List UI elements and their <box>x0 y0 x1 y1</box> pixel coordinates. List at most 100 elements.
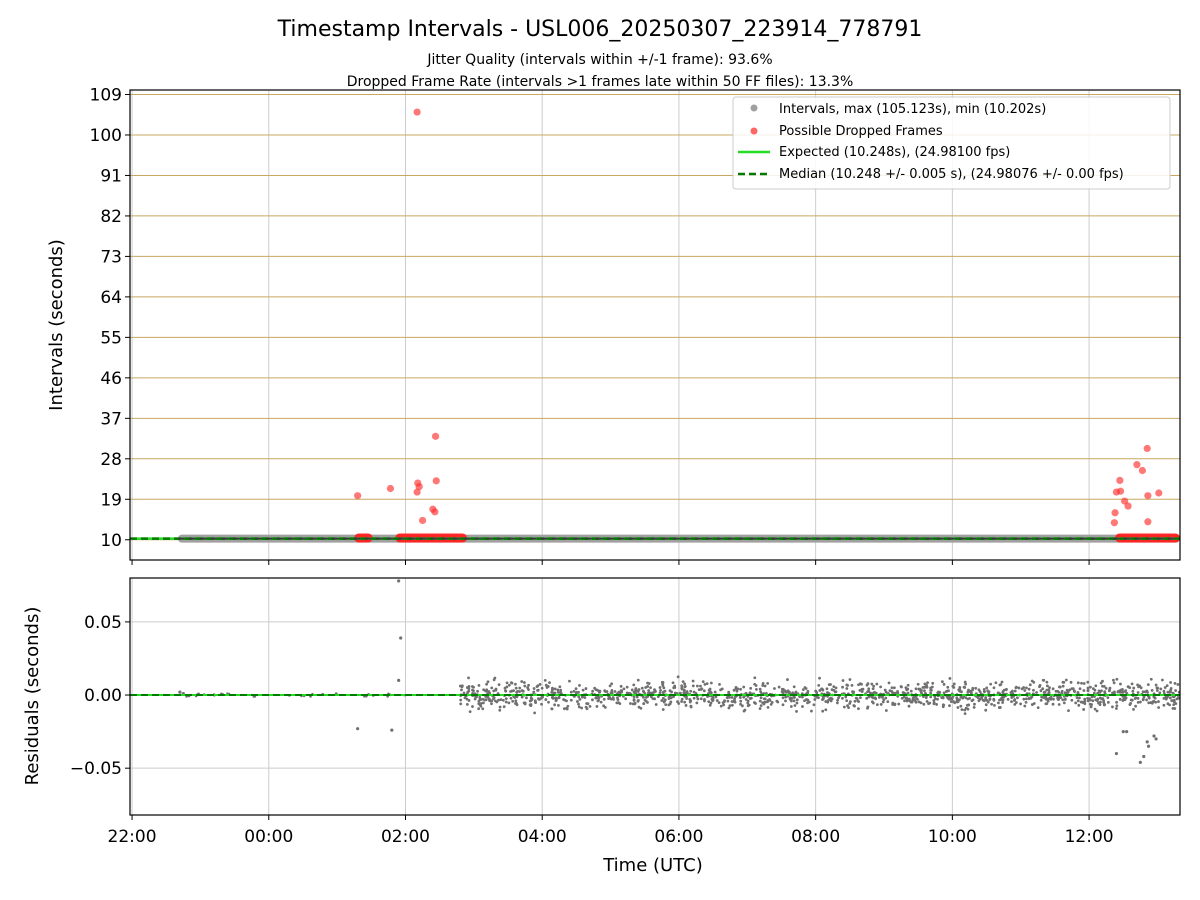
residual-point <box>1051 687 1055 691</box>
residual-point <box>699 697 703 701</box>
residual-point <box>684 704 688 707</box>
residual-point <box>689 705 693 709</box>
residual-point <box>721 701 725 705</box>
residual-point <box>633 702 637 706</box>
residual-point <box>1149 677 1153 681</box>
residual-point <box>891 691 895 695</box>
residual-point <box>1027 687 1031 691</box>
residual-point <box>644 686 648 689</box>
residual-point <box>642 695 645 699</box>
residual-point <box>1074 701 1078 705</box>
residual-point <box>730 703 734 707</box>
dropped-frame-point <box>432 477 440 485</box>
residual-point <box>1079 700 1083 704</box>
residual-point <box>922 685 926 689</box>
residual-point <box>1056 689 1060 693</box>
residual-point <box>636 699 640 703</box>
residual-point <box>1111 705 1114 709</box>
residual-point <box>1043 696 1047 699</box>
residual-point <box>1083 699 1087 703</box>
residual-point <box>801 695 804 699</box>
residual-point <box>973 702 976 706</box>
residual-point <box>680 700 683 703</box>
residual-point <box>538 698 541 701</box>
residual-point <box>963 708 967 712</box>
residual-point <box>683 682 687 686</box>
residual-point <box>1036 706 1040 710</box>
x-tick-label: 10:00 <box>928 827 977 847</box>
residual-point <box>792 699 796 703</box>
intervals-y-tick-label: 55 <box>100 328 122 348</box>
residual-point <box>1057 703 1061 706</box>
residual-point <box>926 681 929 685</box>
residual-point <box>653 688 656 692</box>
residual-point <box>1064 678 1068 682</box>
residual-point <box>574 691 578 695</box>
residual-point <box>643 698 647 702</box>
residual-point <box>585 702 589 705</box>
residual-point <box>1126 685 1130 689</box>
residual-point <box>1136 700 1140 704</box>
residual-point <box>1093 707 1097 711</box>
residual-point <box>1048 696 1052 700</box>
residual-point <box>1130 682 1134 686</box>
intervals-y-tick-label: 19 <box>100 490 122 510</box>
residual-point <box>619 684 623 688</box>
residual-point <box>958 686 962 689</box>
residual-point <box>1151 700 1155 704</box>
residual-point <box>1024 697 1028 701</box>
residual-point <box>467 684 471 688</box>
residual-point <box>603 689 607 693</box>
x-tick-label: 22:00 <box>108 827 157 847</box>
residual-point <box>758 687 762 691</box>
residual-point <box>479 704 483 708</box>
residual-point <box>924 696 928 700</box>
residual-point <box>558 685 562 689</box>
residual-point <box>1042 691 1046 694</box>
residual-outlier <box>1154 737 1158 741</box>
residual-point <box>1103 690 1107 694</box>
residual-point <box>591 689 595 693</box>
residual-point <box>523 701 527 705</box>
residual-point <box>707 688 711 692</box>
residual-point <box>966 690 970 694</box>
residual-point <box>1046 699 1050 703</box>
residual-outlier <box>1125 730 1129 734</box>
residual-point <box>699 684 702 688</box>
residual-point <box>830 688 834 692</box>
residual-outlier <box>1121 730 1125 734</box>
residual-point <box>873 690 876 694</box>
residual-point <box>994 681 998 685</box>
residual-point <box>503 686 507 690</box>
residual-point <box>507 683 511 687</box>
residual-point <box>834 686 838 690</box>
residual-point <box>1121 691 1124 694</box>
residual-point <box>703 682 707 686</box>
residual-point <box>766 681 770 685</box>
residual-point <box>528 703 532 707</box>
residual-point <box>846 683 850 687</box>
residual-point <box>949 700 953 703</box>
residual-point <box>1020 687 1024 691</box>
residual-point <box>1100 697 1103 701</box>
residual-point <box>492 696 496 700</box>
residual-point <box>1141 697 1145 701</box>
residual-point <box>477 707 481 711</box>
residual-point <box>1069 680 1073 684</box>
residual-point <box>477 702 481 706</box>
residual-point <box>941 703 945 707</box>
residual-point <box>460 688 463 692</box>
residual-point <box>780 687 784 691</box>
residual-point <box>632 683 636 687</box>
residual-point <box>837 696 840 700</box>
intervals-y-tick-label: 10 <box>100 531 122 551</box>
intervals-y-tick-label: 109 <box>90 85 122 105</box>
residual-point <box>1094 698 1098 702</box>
residual-point <box>810 709 813 713</box>
residual-point <box>844 695 848 699</box>
residual-point <box>479 698 483 701</box>
residual-point <box>658 691 662 695</box>
residual-point <box>753 676 757 680</box>
residual-point <box>598 690 601 694</box>
residual-point <box>646 681 649 685</box>
